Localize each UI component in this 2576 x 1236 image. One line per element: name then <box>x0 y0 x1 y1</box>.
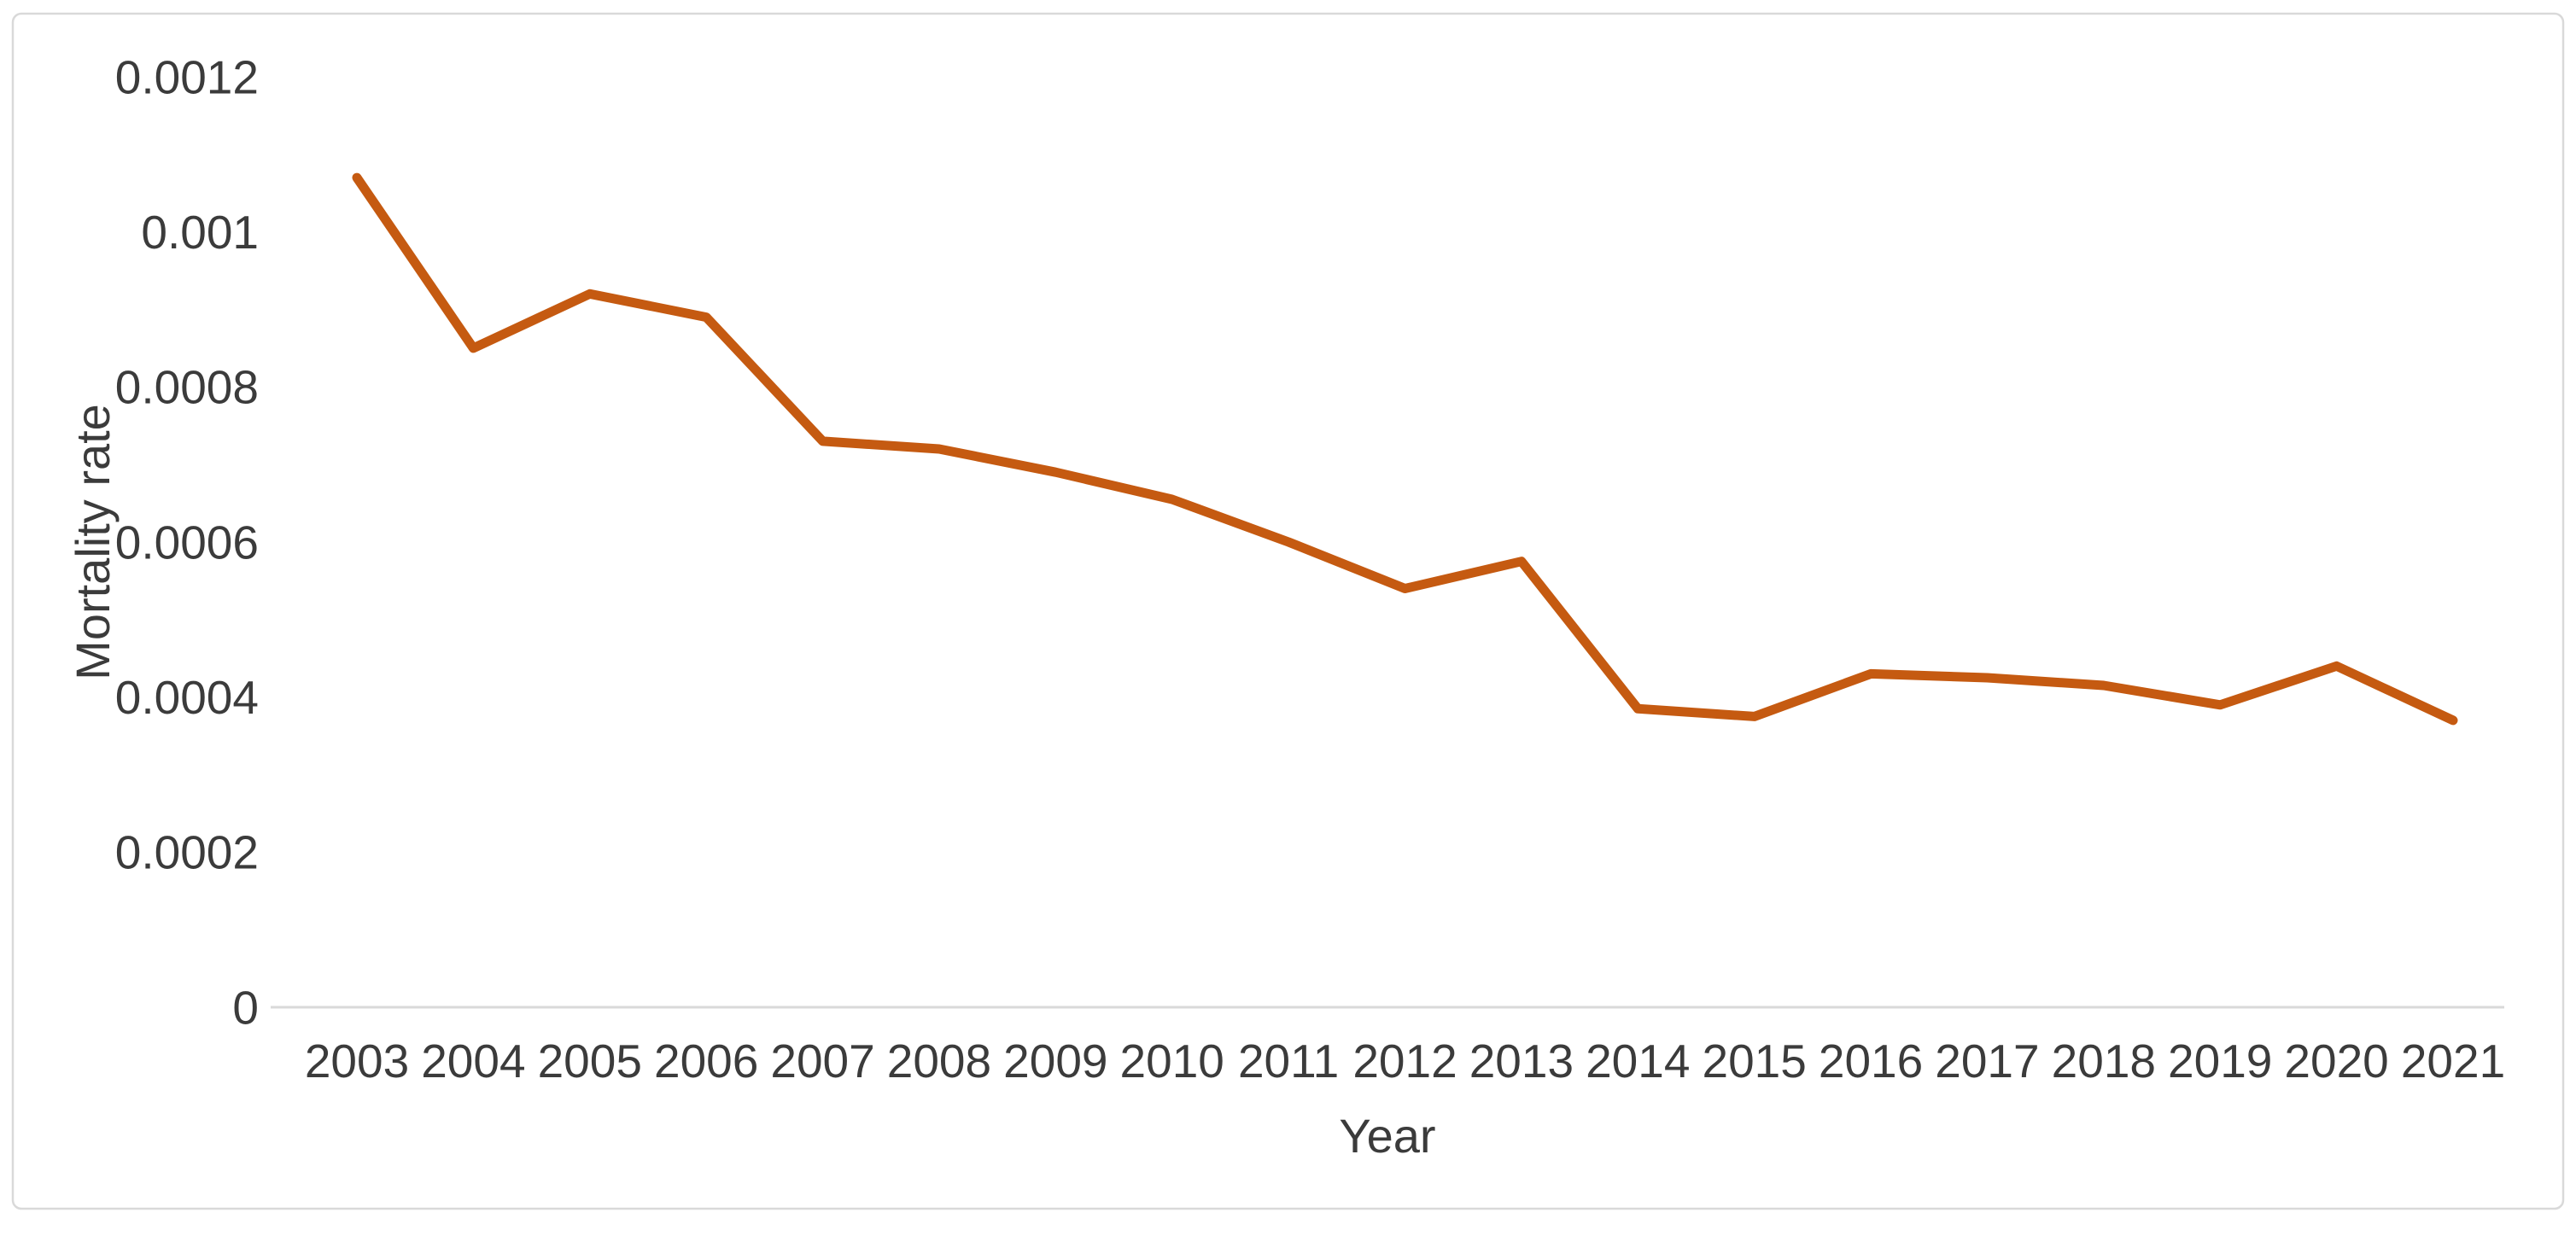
y-axis-tick-labels: 0 0.0002 0.0004 0.0006 0.0008 0.001 0.0012 <box>115 50 259 1034</box>
x-tick-label: 2020 <box>2284 1035 2388 1087</box>
x-tick-label: 2007 <box>770 1035 874 1087</box>
x-tick-label: 2005 <box>538 1035 642 1087</box>
y-tick-label: 0.0008 <box>115 361 259 414</box>
x-tick-label: 2010 <box>1120 1035 1224 1087</box>
x-tick-label: 2017 <box>1935 1035 2039 1087</box>
y-tick-label: 0.001 <box>141 206 259 259</box>
x-tick-label: 2014 <box>1586 1035 1690 1087</box>
x-tick-label: 2018 <box>2052 1035 2156 1087</box>
chart-border <box>11 12 2565 1210</box>
x-tick-label: 2019 <box>2168 1035 2272 1087</box>
x-tick-label: 2008 <box>887 1035 991 1087</box>
x-tick-label: 2012 <box>1352 1035 1457 1087</box>
y-tick-label: 0.0002 <box>115 826 259 879</box>
x-tick-label: 2004 <box>421 1035 525 1087</box>
y-tick-label: 0.0004 <box>115 671 259 724</box>
y-tick-label: 0 <box>232 981 259 1034</box>
x-tick-label: 2015 <box>1702 1035 1806 1087</box>
x-tick-label: 2009 <box>1003 1035 1107 1087</box>
x-tick-label: 2011 <box>1238 1035 1339 1087</box>
x-tick-label: 2021 <box>2401 1035 2505 1087</box>
y-tick-label: 0.0006 <box>115 516 259 568</box>
x-tick-label: 2013 <box>1469 1035 1574 1087</box>
y-axis-title: Mortality rate <box>66 404 120 680</box>
x-axis-title: Year <box>1339 1109 1435 1163</box>
x-axis-tick-labels: 2003 2004 2005 2006 2007 2008 2009 2010 2011 2012… <box>305 1035 2505 1087</box>
x-tick-label: 2003 <box>305 1035 409 1087</box>
mortality-line-series <box>352 172 2458 726</box>
x-tick-label: 2006 <box>654 1035 758 1087</box>
y-tick-label: 0.0012 <box>115 50 259 103</box>
x-tick-label: 2016 <box>1819 1035 1923 1087</box>
